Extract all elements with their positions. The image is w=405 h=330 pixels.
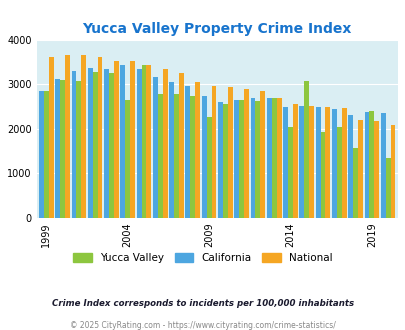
Bar	[315, 107, 320, 218]
Bar	[97, 56, 102, 218]
Bar	[113, 61, 118, 218]
Text: Crime Index corresponds to incidents per 100,000 inhabitants: Crime Index corresponds to incidents per…	[52, 299, 353, 308]
Bar	[222, 104, 227, 218]
Bar	[303, 82, 309, 218]
Bar	[211, 86, 216, 218]
Bar	[390, 125, 394, 218]
Title: Yucca Valley Property Crime Index: Yucca Valley Property Crime Index	[82, 22, 351, 36]
Bar	[146, 65, 151, 218]
Bar	[87, 68, 92, 218]
Bar	[136, 69, 141, 218]
Bar	[373, 121, 378, 218]
Bar	[153, 77, 158, 218]
Bar	[44, 91, 49, 218]
Bar	[276, 98, 281, 218]
Bar	[55, 79, 60, 218]
Bar	[130, 61, 135, 218]
Bar	[185, 86, 190, 218]
Bar	[385, 158, 390, 218]
Bar	[369, 111, 373, 218]
Bar	[364, 112, 369, 218]
Bar	[250, 98, 255, 218]
Bar	[125, 100, 130, 218]
Bar	[234, 100, 239, 218]
Bar	[357, 120, 362, 218]
Bar	[201, 96, 206, 218]
Bar	[104, 69, 109, 218]
Bar	[239, 100, 243, 218]
Bar	[71, 71, 76, 218]
Bar	[320, 132, 325, 218]
Bar	[287, 127, 292, 218]
Bar	[217, 102, 222, 218]
Bar	[325, 107, 330, 218]
Bar	[162, 69, 167, 218]
Bar	[190, 96, 195, 218]
Bar	[39, 91, 44, 218]
Bar	[81, 55, 86, 218]
Bar	[309, 106, 313, 218]
Bar	[120, 65, 125, 218]
Bar	[109, 73, 113, 218]
Bar	[60, 80, 65, 218]
Bar	[260, 91, 264, 218]
Bar	[92, 72, 97, 218]
Bar	[65, 55, 70, 218]
Bar	[266, 98, 271, 218]
Bar	[195, 82, 200, 218]
Bar	[243, 89, 248, 218]
Bar	[49, 56, 53, 218]
Bar	[331, 109, 336, 218]
Bar	[227, 87, 232, 218]
Bar	[255, 101, 260, 218]
Bar	[347, 115, 352, 218]
Bar	[179, 74, 183, 218]
Bar	[282, 107, 287, 218]
Bar	[141, 65, 146, 218]
Bar	[169, 82, 174, 218]
Bar	[352, 148, 357, 218]
Bar	[298, 106, 303, 218]
Legend: Yucca Valley, California, National: Yucca Valley, California, National	[69, 248, 336, 267]
Bar	[336, 127, 341, 218]
Bar	[380, 113, 385, 218]
Text: © 2025 CityRating.com - https://www.cityrating.com/crime-statistics/: © 2025 CityRating.com - https://www.city…	[70, 321, 335, 330]
Bar	[158, 94, 162, 218]
Bar	[174, 94, 179, 218]
Bar	[76, 81, 81, 218]
Bar	[206, 117, 211, 218]
Bar	[292, 104, 297, 218]
Bar	[271, 98, 276, 218]
Bar	[341, 108, 346, 218]
